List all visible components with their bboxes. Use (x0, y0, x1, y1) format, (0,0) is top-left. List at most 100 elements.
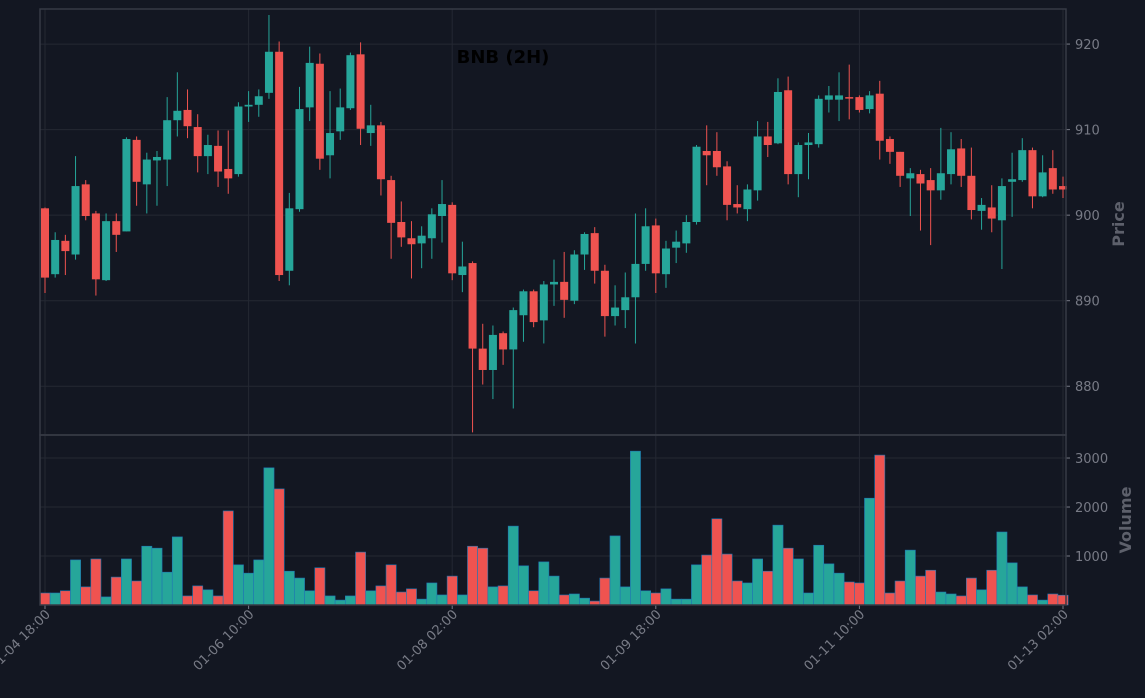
volume-bar (548, 575, 560, 606)
volume-bar (691, 564, 702, 606)
candle-body (743, 189, 752, 210)
candle-body (448, 204, 457, 274)
volume-tick-label: 1000 (1075, 550, 1108, 565)
volume-bar (864, 497, 875, 606)
candle-body (275, 51, 284, 276)
chart-title: BNB (2H) (457, 47, 550, 68)
volume-bar (324, 595, 336, 606)
candle-body (936, 173, 945, 191)
candle-body (499, 333, 508, 350)
candle-body (142, 159, 151, 185)
volume-bar (406, 588, 417, 606)
volume-bar (110, 576, 122, 606)
candle-body (539, 284, 548, 321)
volume-bar (1047, 593, 1059, 606)
volume-bar (701, 554, 713, 606)
volume-bar (192, 585, 204, 606)
volume-bar (721, 553, 733, 606)
candle-body (590, 233, 599, 271)
candle-body (824, 95, 833, 100)
price-tick-label: 920 (1075, 38, 1100, 53)
candle-body (641, 226, 650, 264)
candle-body (387, 180, 396, 223)
volume-bar (660, 588, 672, 606)
time-tick-label: 01-13 02:00 (1005, 607, 1072, 674)
candle-body (244, 104, 253, 107)
candle-body (122, 139, 131, 232)
candle-body (600, 270, 609, 317)
volume-bar (986, 569, 998, 606)
volume-bar (894, 580, 906, 606)
candle-body (234, 106, 243, 175)
candle-body (661, 248, 670, 275)
volume-bar (630, 450, 641, 606)
volume-bar (955, 595, 967, 606)
price-tick-label: 910 (1075, 124, 1100, 139)
candle-body (183, 109, 192, 127)
candle-body (631, 263, 640, 298)
candle-body (550, 281, 558, 285)
candle-body (1038, 172, 1047, 197)
volume-bar (568, 593, 580, 606)
volume-bar (314, 567, 326, 606)
volume-bar (171, 536, 183, 606)
volume-bar (670, 598, 682, 606)
candle-body (163, 120, 172, 160)
volume-bar (1006, 562, 1018, 606)
volume-bar (599, 577, 611, 606)
volume-bar (854, 582, 865, 606)
candle-body (794, 145, 803, 175)
volume-bar (884, 592, 896, 606)
candle-body (967, 175, 976, 211)
volume-bar (212, 595, 224, 606)
candle-body (478, 348, 487, 370)
candle-body (804, 142, 813, 146)
volume-bar (823, 563, 835, 606)
candle-body (1008, 179, 1017, 182)
volume-bar (151, 547, 163, 606)
candle-body (61, 240, 70, 252)
candle-body (1059, 186, 1067, 190)
volume-bar (253, 559, 265, 606)
volume-bar (843, 581, 855, 606)
time-tick-label: 01-04 18:00 (0, 607, 54, 674)
volume-bar (487, 586, 499, 606)
candle-body (468, 263, 477, 349)
candle-body (519, 291, 528, 316)
candle-body (651, 225, 660, 274)
volume-bar (243, 572, 254, 606)
volume-bar (650, 592, 662, 606)
volume-bar (640, 590, 652, 606)
candle-body (580, 233, 589, 255)
candle-body (51, 239, 60, 275)
volume-bar (304, 590, 316, 606)
volume-bar (395, 591, 407, 606)
volume-bar (222, 510, 234, 606)
volume-bar (375, 585, 387, 606)
candle-body (763, 136, 772, 146)
candle-body (91, 213, 100, 280)
candle-body (723, 166, 732, 205)
volume-bar (996, 531, 1008, 606)
candle-body (509, 310, 518, 350)
candle-body (672, 241, 681, 248)
volume-panel-frame (39, 434, 1067, 606)
candle-body (987, 207, 996, 219)
volume-bar (161, 571, 173, 606)
candles (41, 14, 1067, 433)
candle-body (875, 93, 884, 141)
candle-body (1018, 150, 1027, 181)
candle-body (376, 125, 385, 180)
candle-body (203, 145, 212, 157)
candle-body (264, 51, 273, 93)
volume-bar (467, 545, 478, 606)
volume-bar (182, 595, 193, 606)
volume-bar (680, 598, 692, 606)
candle-body (305, 62, 314, 108)
candle-body (712, 151, 721, 168)
volume-bar (100, 596, 112, 606)
candle-body (41, 208, 49, 278)
volume-bar (904, 549, 916, 606)
volume-bar (39, 592, 51, 606)
price-tick-label: 890 (1075, 295, 1100, 310)
